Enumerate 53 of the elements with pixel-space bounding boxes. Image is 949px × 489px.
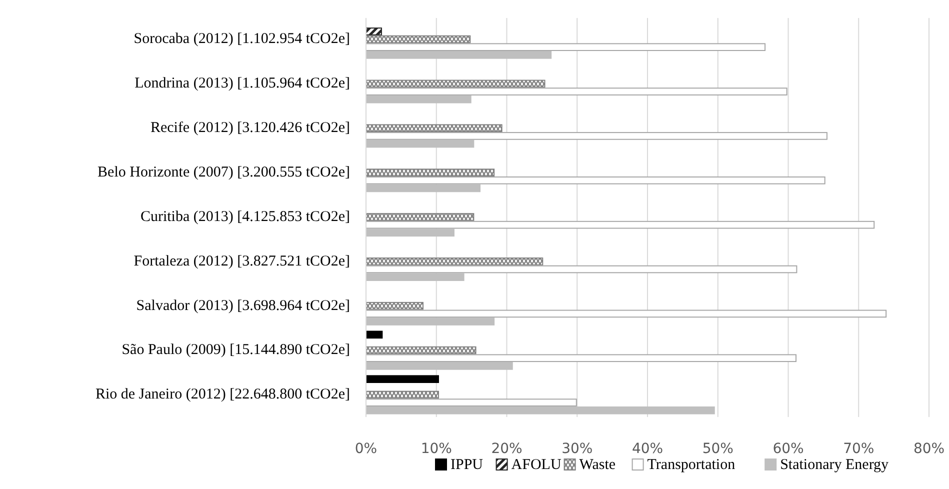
legend-label: IPPU (450, 457, 484, 473)
y-tick-label: Londrina (2013) [1.105.964 tCO2e] (134, 76, 350, 92)
bar (366, 80, 546, 88)
bar (366, 124, 502, 132)
bar (366, 140, 474, 148)
y-tick-label: Salvador (2013) [3.698.964 tCO2e] (136, 298, 350, 314)
bar (366, 375, 439, 383)
bar (366, 176, 826, 184)
bar (366, 228, 454, 237)
bar (366, 390, 439, 399)
x-tick-label: 80% (913, 441, 945, 457)
y-tick-label: Recife (2012) [3.120.426 tCO2e] (150, 120, 350, 136)
bar (366, 362, 513, 370)
legend-label: Stationary Energy (780, 457, 890, 473)
bar (366, 168, 495, 176)
x-tick-label: 30% (562, 441, 593, 457)
x-tick-label: 50% (702, 441, 734, 457)
bar (366, 258, 544, 266)
bar (366, 330, 383, 339)
x-tick-label: 0% (354, 441, 378, 457)
x-tick-label: 10% (420, 441, 452, 457)
y-tick-label: Sorocaba (2012) [1.102.954 tCO2e] (134, 31, 350, 48)
bar (366, 346, 476, 354)
bar (366, 273, 464, 281)
bar (366, 132, 828, 140)
bar (366, 184, 481, 192)
bar (366, 318, 495, 326)
bar (366, 28, 382, 36)
x-tick-label: 60% (772, 441, 804, 457)
y-tick-label: São Paulo (2009) [15.144.890 tCO2e] (122, 342, 350, 358)
x-tick-label: 20% (491, 441, 522, 457)
y-tick-label: Belo Horizonte (2007) [3.200.555 tCO2e] (98, 164, 350, 181)
bar (366, 43, 766, 51)
bar (366, 398, 577, 406)
bar (366, 95, 472, 104)
legend-label: Transportation (647, 457, 736, 473)
x-tick-label: 70% (843, 441, 874, 457)
bar (366, 213, 474, 221)
bar (366, 51, 552, 59)
bar (366, 302, 424, 310)
x-tick-label: 40% (632, 441, 664, 457)
bar (366, 220, 875, 229)
y-tick-label: Rio de Janeiro (2012) [22.648.800 tCO2e] (95, 386, 350, 403)
legend-label: AFOLU (511, 457, 562, 473)
y-tick-label: Curitiba (2013) [4.125.853 tCO2e] (140, 208, 350, 225)
bar (366, 310, 887, 318)
bar (366, 354, 796, 362)
bar (366, 406, 715, 414)
bar (366, 88, 788, 96)
legend-label: Waste (579, 457, 616, 473)
y-tick-label: Fortaleza (2012) [3.827.521 tCO2e] (134, 253, 350, 270)
bar (366, 265, 798, 274)
bar (366, 35, 471, 44)
